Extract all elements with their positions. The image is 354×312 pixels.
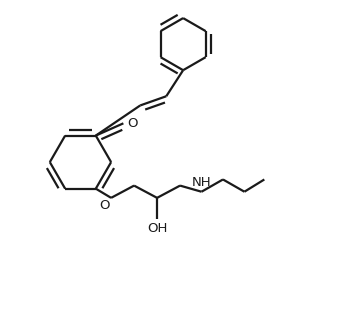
Text: NH: NH	[192, 176, 211, 189]
Text: OH: OH	[147, 222, 167, 235]
Text: O: O	[127, 117, 138, 130]
Text: O: O	[99, 199, 110, 212]
